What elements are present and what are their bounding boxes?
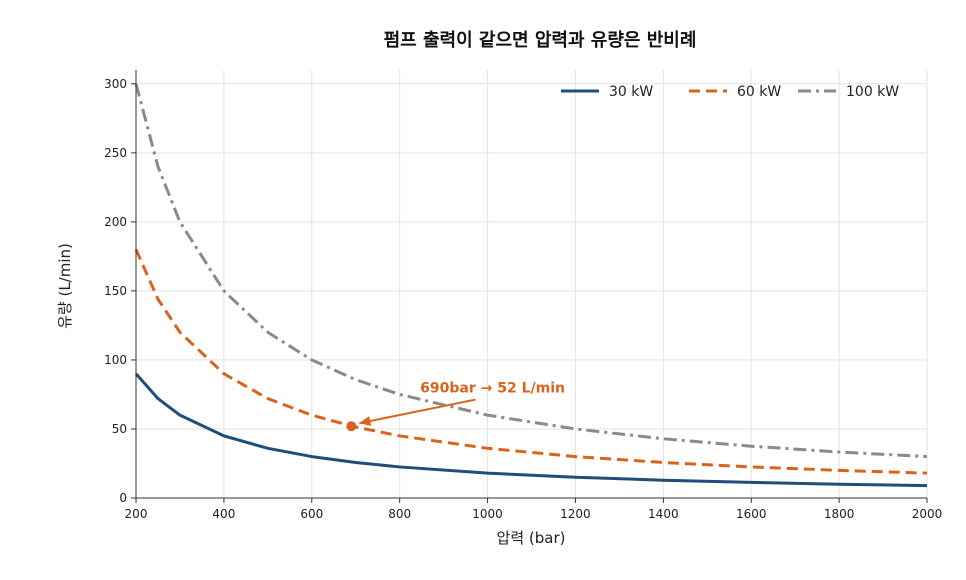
y-tick-label: 0 (119, 491, 127, 505)
x-tick-label: 1000 (472, 507, 503, 521)
legend: 30 kW 60 kW 100 kW (561, 84, 899, 100)
annotation-point (346, 421, 357, 432)
x-tick-label: 800 (388, 507, 411, 521)
y-axis-label: 유량 (L/min) (56, 243, 74, 329)
series-line-30-kw (134, 372, 928, 488)
legend-label: 60 kW (737, 84, 781, 100)
y-tick-label: 100 (104, 353, 127, 367)
y-tick-label: 50 (112, 422, 127, 436)
annotation: 690bar → 52 L/min (346, 381, 565, 432)
x-tick-label: 1200 (560, 507, 591, 521)
x-tick-label: 200 (125, 507, 148, 521)
series-line-60-kw (134, 248, 928, 475)
annotation-label: 690bar → 52 L/min (420, 381, 565, 397)
axes (131, 70, 928, 503)
legend-label: 100 kW (846, 84, 899, 100)
y-tick-label: 200 (104, 215, 127, 229)
tick-labels: 200 400 600 800 1000 1200 1400 1600 1800 2000 0 50 1… (104, 77, 942, 521)
annotation-arrowhead (359, 416, 372, 426)
x-tick-label: 1800 (824, 507, 855, 521)
y-tick-label: 250 (104, 146, 127, 160)
x-tick-label: 1600 (736, 507, 767, 521)
grid (135, 70, 928, 499)
y-tick-label: 300 (104, 77, 127, 91)
x-tick-label: 600 (300, 507, 323, 521)
x-tick-label: 1400 (648, 507, 679, 521)
x-tick-label: 400 (212, 507, 235, 521)
x-axis-label: 압력 (bar) (497, 529, 566, 547)
chart-title: 펌프 출력이 같으면 압력과 유량은 반비례 (384, 30, 697, 51)
y-tick-label: 150 (104, 284, 127, 298)
series-line-100-kw (134, 83, 928, 459)
annotation-arrow (359, 398, 476, 425)
x-tick-label: 2000 (912, 507, 943, 521)
legend-label: 30 kW (609, 84, 653, 100)
series-lines (134, 83, 928, 488)
